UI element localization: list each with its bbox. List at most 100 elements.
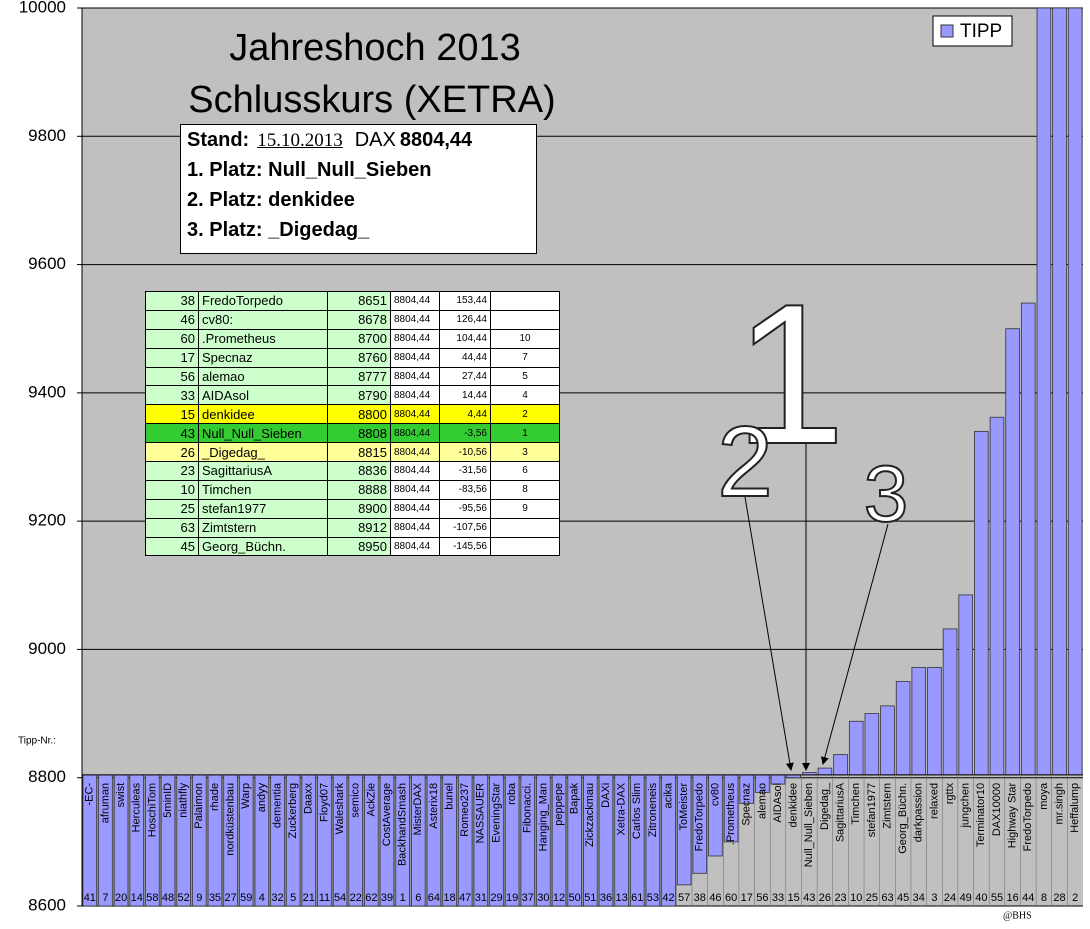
tipp-nr: 26 [819,892,831,904]
table-cell: alemao [198,366,328,387]
stand-label: Stand: [187,129,250,151]
dax-label: DAX [354,129,396,151]
x-tick-label: nordküstenbau [224,783,236,856]
tipp-nr: 40 [975,892,987,904]
tipp-nr: 58 [146,892,158,904]
x-tick-label: peppepe [553,783,565,826]
y-tick-label: 8600 [28,895,66,914]
table-cell: .Prometheus [198,328,328,349]
x-tick-label: 5minID [162,783,174,818]
table-cell: 17 [145,347,199,368]
table-cell: 8815 [327,442,391,463]
x-tick-label: Specnaz [741,783,753,826]
x-tick-label: Romeo237 [459,783,471,837]
table-cell: 6 [490,461,560,481]
tipp-nr: 39 [381,892,393,904]
tipp-nr: 54 [334,892,346,904]
bar [817,767,833,776]
table-cell: -10,56 [439,442,491,463]
tipp-nr: 42 [662,892,674,904]
tipp-nr: 62 [365,892,377,904]
place: 1. Platz: Null_Null_Sieben [187,159,432,181]
date: 15.10.2013 [257,130,343,151]
x-tick-label: DAX10000 [991,783,1003,836]
bar [848,720,864,776]
table-cell: 4 [490,385,560,406]
tipp-nr: 53 [647,892,659,904]
tipp-nr: 14 [131,892,143,904]
table-cell: 63 [145,517,199,538]
table-cell: FredoTorpedo [198,291,328,311]
tipp-nr: 64 [428,892,440,904]
table-row: 43 Null_Null_Sieben 8808 8804,44 -3,56 1 [145,423,560,444]
table-cell: 8790 [327,385,391,406]
table-row: 25 stefan1977 8900 8804,44 -95,56 9 [145,498,560,519]
table-cell: 8800 [327,404,391,425]
arrow [744,496,794,771]
table-row: 45 Georg_Büchn. 8950 8804,44 -145,56 [145,536,560,557]
x-tick-label: HoschiTom [146,783,158,837]
x-tick-label: Digedag_ [819,782,831,830]
tipp-nr: 1 [400,892,406,904]
tipp-nr: 2 [1072,892,1078,904]
annotation: 3 [864,449,909,538]
x-tick-label: Heffalump [1069,783,1081,833]
annotation: 2 [717,406,773,518]
bar [942,628,958,776]
table-cell: Specnaz [198,347,328,368]
table-cell: 14,44 [439,385,491,406]
table-cell: -3,56 [439,423,491,444]
table-cell: Georg_Büchn. [198,536,328,557]
tipp-nr: 7 [102,892,108,904]
table-cell: 8804,44 [390,309,440,330]
x-tick-label: niathfly [178,782,190,817]
x-tick-label: darkpassion [913,783,925,842]
tipp-nr: 30 [537,892,549,904]
x-tick-label: EveningStar [490,783,502,843]
x-tick-label: Waleshark [334,782,346,834]
tipp-nr: 34 [913,892,925,904]
x-tick-label: Timchen [850,783,862,825]
x-tick-label: dementia [271,782,283,828]
x-tick-label: jungchen [960,783,972,829]
tipp-nr-label: Tipp-Nr.: [18,736,56,747]
x-tick-label: BackhandSmash [397,783,409,866]
table-cell: 8651 [327,291,391,311]
table-cell: 43 [145,423,199,444]
tipp-nr: 43 [803,892,815,904]
table-cell: 8804,44 [390,347,440,368]
bar [958,594,973,776]
table-cell: 8804,44 [390,291,440,311]
x-tick-label: Daaxx [303,782,315,814]
bar [1020,302,1036,776]
table-cell: 1 [490,423,560,444]
table-cell: 8804,44 [390,498,440,519]
x-tick-label: afruman [99,783,111,823]
y-tick-label: 9000 [28,639,66,658]
table-row: 15 denkidee 8800 8804,44 4,44 2 [145,404,560,425]
bar [880,705,895,776]
table-cell [490,536,560,557]
table-cell: 56 [145,366,199,387]
y-tick-label: 10000 [19,0,66,16]
x-tick-label: Zitroneneis [647,782,659,837]
chart-title: Jahreshoch 2013 [229,27,521,69]
table-cell: AIDAsol [198,385,328,406]
dax-value: 8804,44 [399,129,473,151]
table-row: 26 _Digedag_ 8815 8804,44 -10,56 3 [145,442,560,463]
table-cell: denkidee [198,404,328,425]
table-cell: 60 [145,328,199,349]
table-cell: 8900 [327,498,391,519]
tipp-nr: 38 [694,892,706,904]
tipp-nr: 55 [991,892,1003,904]
place: 2. Platz: denkidee [187,189,355,211]
tipp-nr: 18 [443,892,455,904]
table-cell: 8912 [327,517,391,538]
table-cell: 8804,44 [390,423,440,444]
x-tick-label: AckZie [365,783,377,817]
table-row: 56 alemao 8777 8804,44 27,44 5 [145,366,560,387]
tipp-nr: 41 [84,892,96,904]
table-cell [490,291,560,311]
bar [770,774,786,785]
table-cell: 153,44 [439,291,491,311]
